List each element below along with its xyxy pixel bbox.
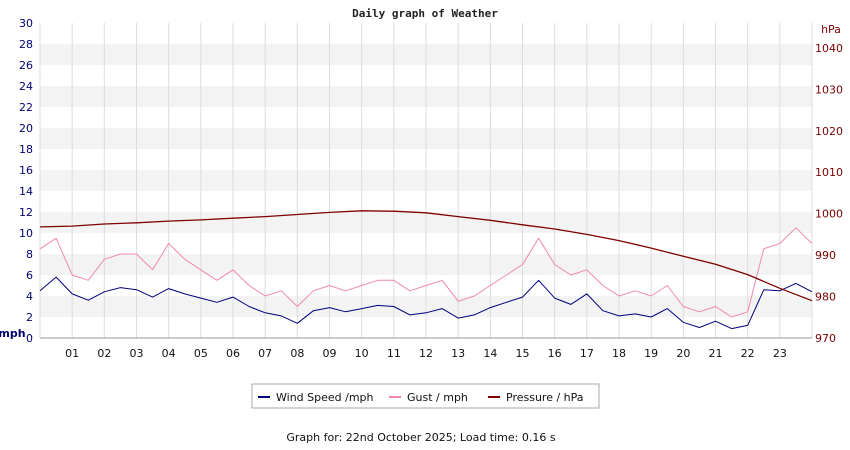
left-tick-label: 2 [26,311,33,324]
x-tick-label: 08 [290,347,304,360]
left-tick-label: 22 [19,101,33,114]
x-tick-label: 21 [709,347,723,360]
legend: Wind Speed /mph Gust / mph Pressure / hPa [258,391,584,404]
x-tick-label: 13 [451,347,465,360]
x-tick-label: 02 [97,347,111,360]
x-tick-label: 06 [226,347,240,360]
left-tick-label: 10 [19,227,33,240]
x-axis-ticks: 01 02 03 04 05 06 07 08 09 10 11 12 13 14 15 16 17 18 19 20… [65,347,787,360]
series-line-gust-mph [39,227,813,318]
left-tick-label: 30 [19,17,33,30]
footer-status: Graph for: 22nd October 2025; Load time:… [286,431,555,444]
left-tick-label: 16 [19,164,33,177]
x-tick-label: 07 [258,347,272,360]
left-tick-label: 6 [26,269,33,282]
x-tick-label: 14 [483,347,497,360]
x-tick-label: 01 [65,347,79,360]
x-tick-label: 12 [419,347,433,360]
chart-title: Daily graph of Weather [352,7,498,20]
left-tick-label: 8 [26,248,33,261]
legend-box [251,383,600,409]
series-layer [39,210,813,330]
left-axis-unit: mph [0,327,26,340]
right-tick-label: 1040 [815,42,843,55]
right-tick-label: 970 [815,332,836,345]
x-tick-label: 22 [741,347,755,360]
x-tick-label: 19 [644,347,658,360]
left-tick-label: 4 [26,290,33,303]
left-tick-label: 12 [19,206,33,219]
x-tick-label: 04 [162,347,176,360]
right-axis-ticks: 970 980 990 1000 1010 1020 1030 1040 [815,42,843,345]
x-tick-label: 20 [676,347,690,360]
left-tick-label: 18 [19,143,33,156]
right-tick-label: 980 [815,291,836,304]
right-tick-label: 1010 [815,166,843,179]
right-tick-label: 1000 [815,208,843,221]
x-tick-label: 10 [355,347,369,360]
x-tick-label: 17 [580,347,594,360]
right-tick-label: 990 [815,249,836,262]
series-line-pressure-hpa [39,210,813,302]
x-tick-label: 15 [516,347,530,360]
legend-label: Pressure / hPa [506,391,584,404]
series-line-wind-speed-mph [39,276,813,330]
right-tick-label: 1020 [815,125,843,138]
x-tick-label: 03 [130,347,144,360]
left-tick-label: 24 [19,80,33,93]
x-tick-label: 05 [194,347,208,360]
left-tick-label: 0 [26,332,33,345]
legend-label: Gust / mph [407,391,468,404]
x-tick-label: 16 [548,347,562,360]
x-tick-label: 09 [323,347,337,360]
x-tick-label: 11 [387,347,401,360]
right-axis-unit: hPa [821,23,841,36]
legend-label: Wind Speed /mph [276,391,374,404]
left-tick-label: 28 [19,38,33,51]
left-tick-label: 26 [19,59,33,72]
right-tick-label: 1030 [815,83,843,96]
left-tick-label: 20 [19,122,33,135]
x-tick-label: 23 [773,347,787,360]
left-tick-label: 14 [19,185,33,198]
x-tick-label: 18 [612,347,626,360]
